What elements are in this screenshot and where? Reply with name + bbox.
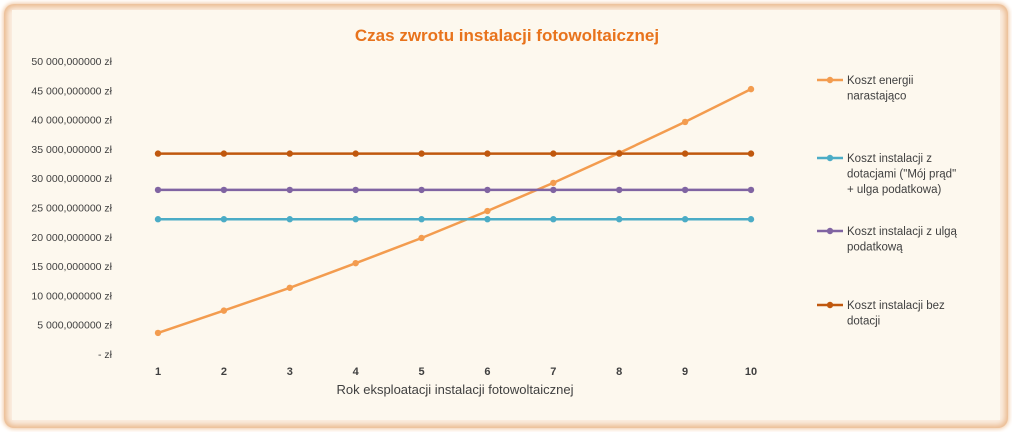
legend: Koszt energii narastająco Koszt instalacji… [817,75,958,328]
data-point [286,284,293,291]
legend-label: Koszt instalacji z [847,153,932,165]
legend-item: Koszt instalacji z ulgą podatkową [817,226,958,254]
y-tick-label: 25 000,000000 zł [31,203,112,215]
legend-label: Koszt instalacji bez [847,300,945,312]
chart-panel [12,10,1000,420]
data-point [616,186,623,194]
data-point [550,216,557,223]
series-4 [154,150,755,157]
data-point [681,150,689,157]
data-point [352,186,359,194]
series-group [154,85,755,337]
data-point [352,259,359,267]
data-point [747,216,755,223]
x-tick-label: 7 [550,366,556,378]
chart-title: Czas zwrotu instalacji fotowoltaicznej [355,26,659,45]
legend-label: Koszt instalacji z ulgą [847,226,958,238]
legend-label: narastająco [847,91,906,103]
x-tick-label: 4 [353,366,360,378]
data-point [286,150,293,157]
y-tick-label: 5 000,000000 zł [37,320,112,332]
data-point [220,307,228,314]
legend-item: Koszt energii narastająco [817,75,913,103]
x-tick-label: 3 [287,366,293,378]
data-point [154,150,162,157]
x-tick-label: 2 [221,366,227,378]
x-tick-label: 10 [745,366,757,378]
x-tick-label: 5 [418,366,424,378]
data-point [484,186,491,194]
x-axis-label: Rok eksploatacji instalacji fotowoltaicz… [336,382,573,397]
data-point [352,150,359,157]
data-point [681,186,689,194]
series-1 [154,85,755,337]
data-point [286,216,293,223]
data-point [616,150,623,157]
x-axis-ticks: 1 2 3 4 5 6 7 8 9 10 [155,366,757,378]
data-point [747,186,755,194]
y-tick-label: 20 000,000000 zł [31,232,112,244]
x-tick-label: 9 [682,366,688,378]
data-point [616,216,623,223]
y-tick-label: 30 000,000000 zł [31,173,112,185]
data-point [418,150,425,157]
legend-marker [826,154,834,162]
data-point [220,216,228,223]
data-point [418,234,425,242]
legend-label: + ulga podatkowa) [847,184,941,196]
data-point [154,186,162,194]
y-tick-label: 35 000,000000 zł [31,144,112,156]
x-tick-label: 1 [155,366,161,378]
x-tick-label: 8 [616,366,622,378]
data-point [550,179,557,187]
y-tick-label: 50 000,000000 zł [31,56,112,68]
data-point [418,186,425,194]
series-2 [154,216,755,223]
legend-item: Koszt instalacji z dotacjami ("Mój prąd" +… [817,153,956,196]
legend-marker [826,76,834,84]
data-point [681,216,689,223]
x-tick-label: 6 [484,366,490,378]
y-tick-label: - zł [98,349,113,361]
legend-marker [826,301,834,309]
data-point [550,186,557,194]
data-point [484,216,491,223]
legend-marker [826,227,834,235]
data-point [352,216,359,223]
data-point [220,186,228,194]
data-point [418,216,425,223]
legend-label: Koszt energii [847,75,913,87]
data-point [550,150,557,157]
data-point [747,85,755,93]
y-axis-ticks: - zł 5 000,000000 zł 10 000,000000 zł 15 00… [31,56,112,361]
data-point [484,150,491,157]
series-3 [154,186,755,194]
data-point [747,150,755,157]
data-point [681,118,689,126]
y-tick-label: 10 000,000000 zł [31,290,112,302]
y-tick-label: 40 000,000000 zł [31,115,112,127]
data-point [484,207,491,215]
data-point [154,329,162,337]
series-line [157,87,752,335]
data-point [286,186,293,194]
legend-item: Koszt instalacji bez dotacji [817,300,945,328]
legend-label: podatkową [847,242,903,254]
data-point [154,216,162,223]
y-tick-label: 15 000,000000 zł [31,261,112,273]
legend-label: dotacji [847,316,880,328]
legend-label: dotacjami ("Mój prąd" [847,169,956,181]
y-tick-label: 45 000,000000 zł [31,85,112,97]
data-point [220,150,228,157]
